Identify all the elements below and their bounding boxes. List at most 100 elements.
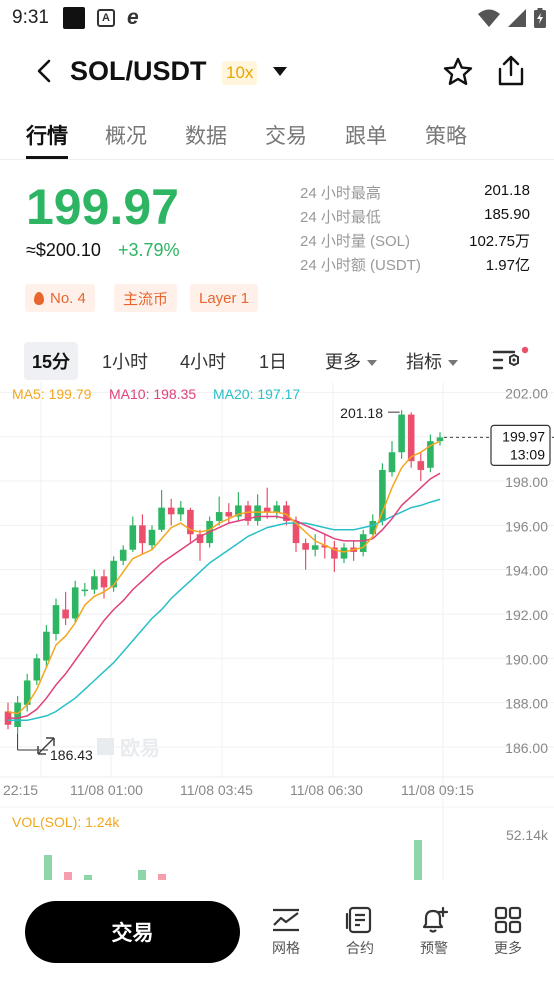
grid-trading-icon	[273, 908, 299, 932]
pair-title[interactable]: SOL/USDT	[70, 56, 207, 86]
volume-legend: VOL(SOL): 1.24k	[12, 814, 120, 830]
mainstream-chip[interactable]: 主流币	[114, 284, 178, 312]
interval-4h[interactable]: 4小时	[180, 352, 227, 372]
tab-market[interactable]: 行情	[26, 125, 68, 148]
candle-body	[340, 547, 348, 559]
volume-bar	[158, 874, 166, 880]
y-tick-label: 192.00	[505, 607, 548, 623]
trade-button[interactable]: 交易	[25, 901, 240, 963]
back-arrow-icon[interactable]	[30, 56, 60, 86]
rank-chip[interactable]: No. 4	[25, 284, 95, 312]
low-price-label: 186.43	[50, 747, 93, 763]
indicator-menu-label: 指标	[406, 352, 442, 372]
stat-label: 24 小时量 (SOL)	[300, 233, 411, 250]
candle-body	[359, 534, 367, 552]
candle-body	[379, 469, 386, 521]
ma10-line	[8, 472, 441, 719]
interval-more[interactable]: 更多	[325, 348, 377, 374]
last-price: 199.97	[26, 179, 179, 235]
header: SOL/USDT 10x	[0, 44, 554, 100]
tab-copy-trading[interactable]: 跟单	[345, 125, 387, 148]
candle-body	[148, 529, 156, 546]
candle-body	[81, 589, 89, 592]
stat-row-high: 24 小时最高 201.18	[300, 182, 530, 206]
candle-body	[4, 711, 12, 725]
candle-body	[177, 507, 185, 515]
tab-overview[interactable]: 概况	[105, 125, 147, 148]
candle-body	[91, 576, 98, 590]
layer1-chip-label: Layer 1	[199, 289, 250, 307]
candle-body	[129, 525, 137, 550]
kline-svg: 202.00200.00198.00196.00194.00192.00190.…	[0, 382, 554, 882]
ma10-legend: MA10: 198.35	[109, 386, 196, 402]
chevron-down-icon	[367, 360, 377, 367]
nav-grid[interactable]: 网格	[261, 906, 311, 958]
candle-body	[417, 461, 425, 470]
notification-square-icon	[62, 7, 85, 29]
stat-row-turnover: 24 小时额 (USDT) 1.97亿	[300, 254, 530, 278]
browser-e-icon: e	[126, 6, 139, 29]
price-usd-approx: ≈$200.10	[26, 240, 101, 260]
nav-grid-label: 网格	[272, 940, 300, 956]
interval-more-label: 更多	[325, 352, 361, 372]
stat-row-volume: 24 小时量 (SOL) 102.75万	[300, 230, 530, 254]
x-tick-label: 11/08 01:00	[70, 782, 143, 798]
candle-body	[263, 507, 271, 513]
current-price-box	[490, 424, 551, 467]
watermark-okx: 欧易	[120, 736, 160, 760]
kline-chart[interactable]: 202.00200.00198.00196.00194.00192.00190.…	[0, 382, 554, 882]
candle-body	[273, 505, 281, 513]
candle-body	[398, 414, 405, 453]
favorite-star-icon[interactable]	[442, 56, 474, 88]
chevron-down-icon	[448, 360, 458, 367]
candle-body	[52, 605, 60, 634]
volume-bar	[44, 855, 52, 880]
nav-alert-label: 预警	[420, 940, 448, 956]
stat-label: 24 小时最高	[300, 185, 381, 202]
ma20-line	[8, 498, 441, 722]
candle-body	[100, 576, 108, 588]
volume-max-label: 52.14k	[506, 827, 549, 843]
high-price-label: 201.18	[340, 405, 383, 421]
candle-body	[302, 543, 309, 550]
tab-data[interactable]: 数据	[185, 125, 227, 148]
candle-body	[187, 509, 194, 535]
tab-trade[interactable]: 交易	[265, 125, 307, 148]
nav-more[interactable]: 更多	[483, 906, 533, 958]
x-tick-label: 11/08 09:15	[401, 782, 474, 798]
interval-1h[interactable]: 1小时	[102, 352, 149, 372]
stat-value: 1.97亿	[485, 257, 530, 274]
pair-dropdown-caret-icon[interactable]	[273, 67, 287, 76]
stat-label: 24 小时最低	[300, 209, 381, 226]
y-tick-label: 194.00	[505, 563, 548, 579]
nav-alert[interactable]: 预警	[409, 906, 459, 958]
candle-body	[283, 505, 290, 521]
candle-body	[292, 520, 300, 544]
bottom-bar: 交易 网格 合约 预警 更多	[0, 880, 554, 984]
candle-body	[23, 680, 31, 705]
y-tick-label: 190.00	[505, 651, 548, 667]
indicator-menu[interactable]: 指标	[406, 348, 458, 374]
candle-body	[235, 505, 242, 517]
stat-value: 185.90	[484, 206, 530, 223]
share-icon[interactable]	[496, 54, 526, 88]
candle-body	[321, 545, 329, 548]
candle-body	[167, 507, 175, 515]
stat-label: 24 小时额 (USDT)	[300, 257, 421, 274]
candle-body	[14, 702, 21, 727]
interval-bar: 15分 1小时 4小时 1日 更多 指标	[0, 340, 554, 380]
flame-icon	[34, 291, 44, 305]
a-notification-icon: A	[96, 9, 115, 27]
tab-strategy[interactable]: 策略	[425, 125, 467, 148]
stat-row-low: 24 小时最低 185.90	[300, 206, 530, 230]
volume-bar	[414, 840, 422, 880]
expand-icon	[37, 737, 55, 755]
battery-icon	[534, 8, 546, 28]
y-tick-label: 198.00	[505, 474, 548, 490]
nav-contract[interactable]: 合约	[335, 906, 385, 958]
candle-body	[225, 512, 233, 517]
interval-1d[interactable]: 1日	[259, 352, 288, 372]
chart-settings-icon[interactable]	[492, 346, 532, 376]
interval-15m[interactable]: 15分	[24, 342, 79, 380]
layer1-chip[interactable]: Layer 1	[190, 284, 259, 312]
